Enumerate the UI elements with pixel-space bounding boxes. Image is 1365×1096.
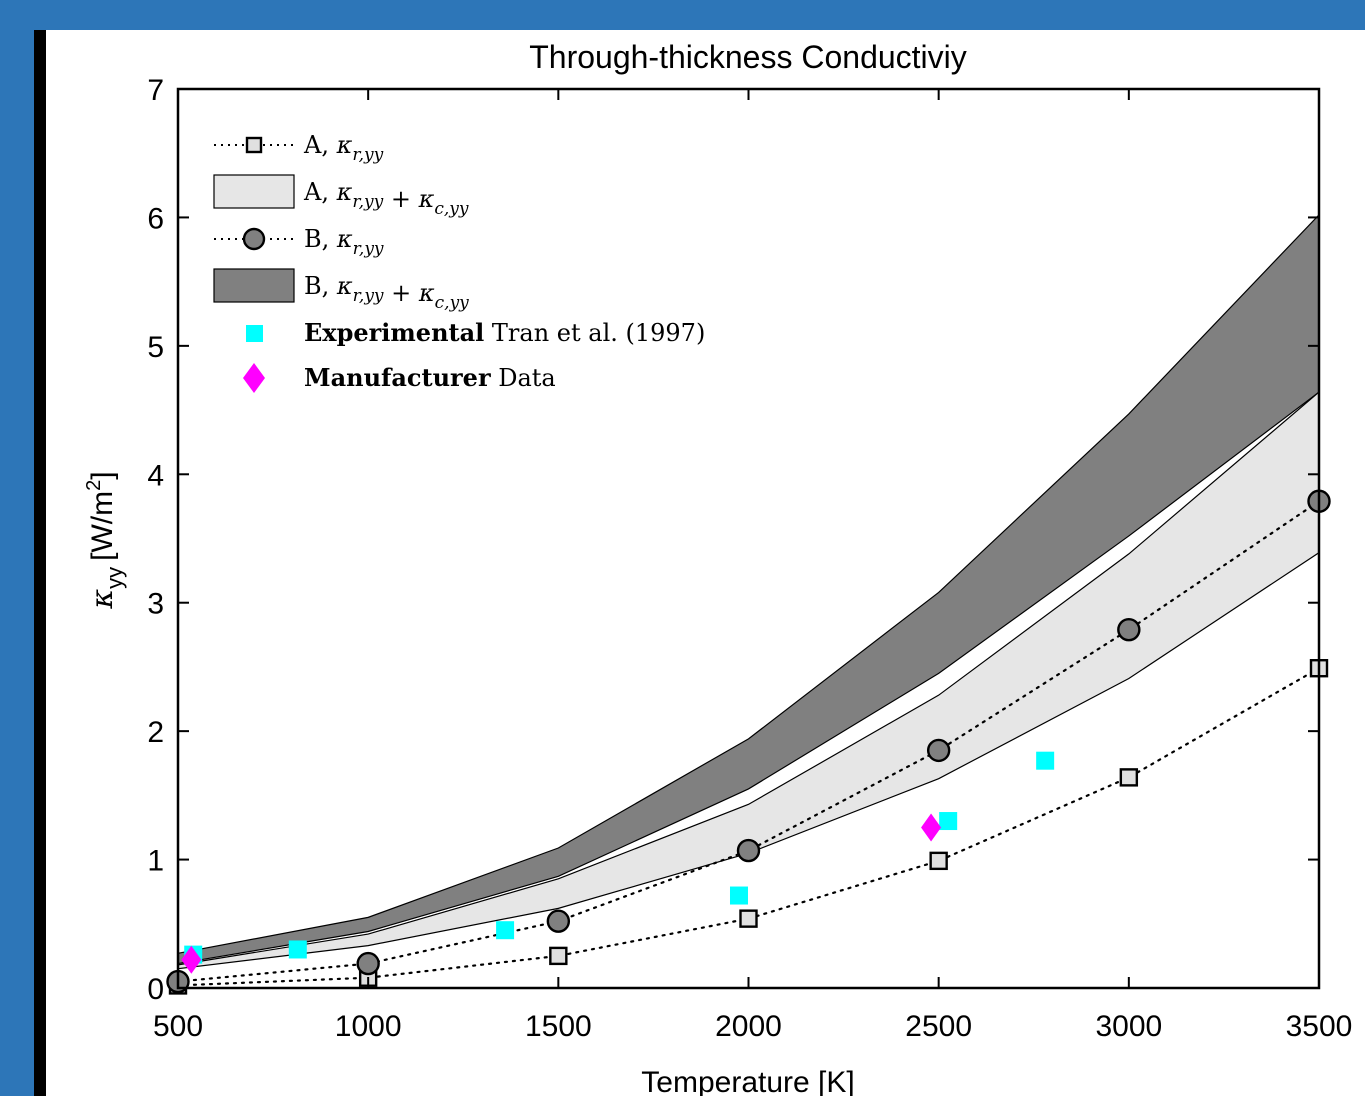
legend-marker-experimental (246, 325, 263, 342)
point-experimental (1036, 751, 1055, 770)
legend-symbol: κ (336, 131, 353, 159)
y-tick-label: 0 (147, 973, 164, 1006)
legend-label-B_band: B, κr,yy + κc,yy (304, 272, 469, 313)
point-b (1117, 617, 1141, 642)
legend-symbol: κ (418, 185, 435, 213)
legend-label-A_band: A, κr,yy + κc,yy (303, 178, 469, 219)
legend-subscript: c,yy (434, 199, 469, 219)
legend-label-manufacturer: Manufacturer Data (304, 363, 556, 392)
legend-subscript: r,yy (352, 145, 383, 165)
x-tick-label: 2000 (715, 1010, 782, 1043)
legend-group-name: A, (303, 131, 337, 159)
legend-symbol: κ (336, 272, 353, 300)
point-a (1119, 768, 1139, 787)
point-manufacturer (181, 945, 202, 974)
point-a (549, 946, 568, 966)
y-tick-label: 4 (147, 459, 164, 492)
point-b (736, 838, 761, 863)
y-tick-label: 7 (147, 74, 164, 107)
markers-layer (166, 489, 1331, 995)
y-axis-symbol: κ (85, 589, 120, 610)
legend-bold: Manufacturer (304, 363, 491, 392)
legend-subscript: r,yy (353, 286, 384, 306)
legend-band (213, 174, 295, 209)
point-b (926, 738, 951, 763)
point-experimental (496, 921, 515, 940)
legend-subscript: r,yy (352, 192, 383, 212)
point-experimental (288, 940, 307, 959)
y-tick-label: 6 (147, 202, 164, 235)
legend-rest: Tran et al. (1997) (484, 319, 705, 347)
y-axis-subscript: yy (102, 567, 127, 589)
legend: A, κr,yyA, κr,yy + κc,yyB, κr,yyB, κr,yy… (213, 131, 705, 393)
y-axis-superscript: 2 (83, 480, 105, 491)
point-experimental (939, 812, 958, 831)
legend-marker-manufacturer (243, 363, 265, 393)
x-tick-label: 3500 (1286, 1010, 1353, 1043)
chart-title: Through-thickness Conductiviy (529, 39, 967, 75)
legend-rest: Data (491, 364, 556, 392)
x-tick-label: 2500 (905, 1010, 972, 1043)
legend-symbol: κ (336, 225, 353, 253)
legend-marker-square (245, 136, 263, 154)
x-tick-label: 1000 (335, 1010, 402, 1043)
y-tick-label: 1 (147, 845, 164, 878)
ticks-layer: 500 1000 1500 2000 2500 3000 3500 0 1 2 3 4 5 6 7 (147, 74, 1352, 1043)
point-b (356, 951, 380, 976)
x-tick-label: 500 (153, 1010, 203, 1043)
y-tick-label: 2 (147, 716, 164, 749)
legend-symbol: κ (418, 279, 435, 307)
y-axis-label: κyy [W/m2] (83, 471, 127, 609)
legend-bold: Experimental (304, 318, 484, 347)
point-experimental (729, 886, 748, 905)
y-axis-label-text: κyy [W/m2] (83, 471, 127, 609)
legend-plus: + (384, 279, 419, 307)
point-a (739, 909, 758, 928)
legend-label-B_r: B, κr,yy (304, 225, 384, 259)
y-tick-label: 3 (147, 588, 164, 621)
x-tick-label: 3000 (1095, 1010, 1162, 1043)
legend-group-name: B, (304, 272, 337, 300)
point-a (929, 851, 948, 871)
y-axis-unit: [W/m (86, 491, 119, 561)
legend-marker-circle (242, 227, 266, 251)
legend-label-A_r: A, κr,yy (303, 131, 384, 165)
legend-symbol: κ (336, 178, 353, 206)
legend-subscript: c,yy (435, 293, 470, 313)
x-tick-label: 1500 (525, 1010, 592, 1043)
point-manufacturer (921, 813, 942, 842)
legend-band (213, 268, 295, 303)
y-tick-label: 5 (147, 331, 164, 364)
legend-group-name: B, (304, 225, 337, 253)
legend-subscript: r,yy (353, 239, 384, 259)
legend-group-name: A, (303, 178, 337, 206)
point-b (546, 909, 571, 933)
x-axis-label: Temperature [K] (641, 1066, 854, 1096)
legend-plus: + (383, 185, 418, 213)
legend-label-experimental: Experimental Tran et al. (1997) (304, 318, 705, 347)
y-axis-unit-close: ] (86, 471, 119, 479)
